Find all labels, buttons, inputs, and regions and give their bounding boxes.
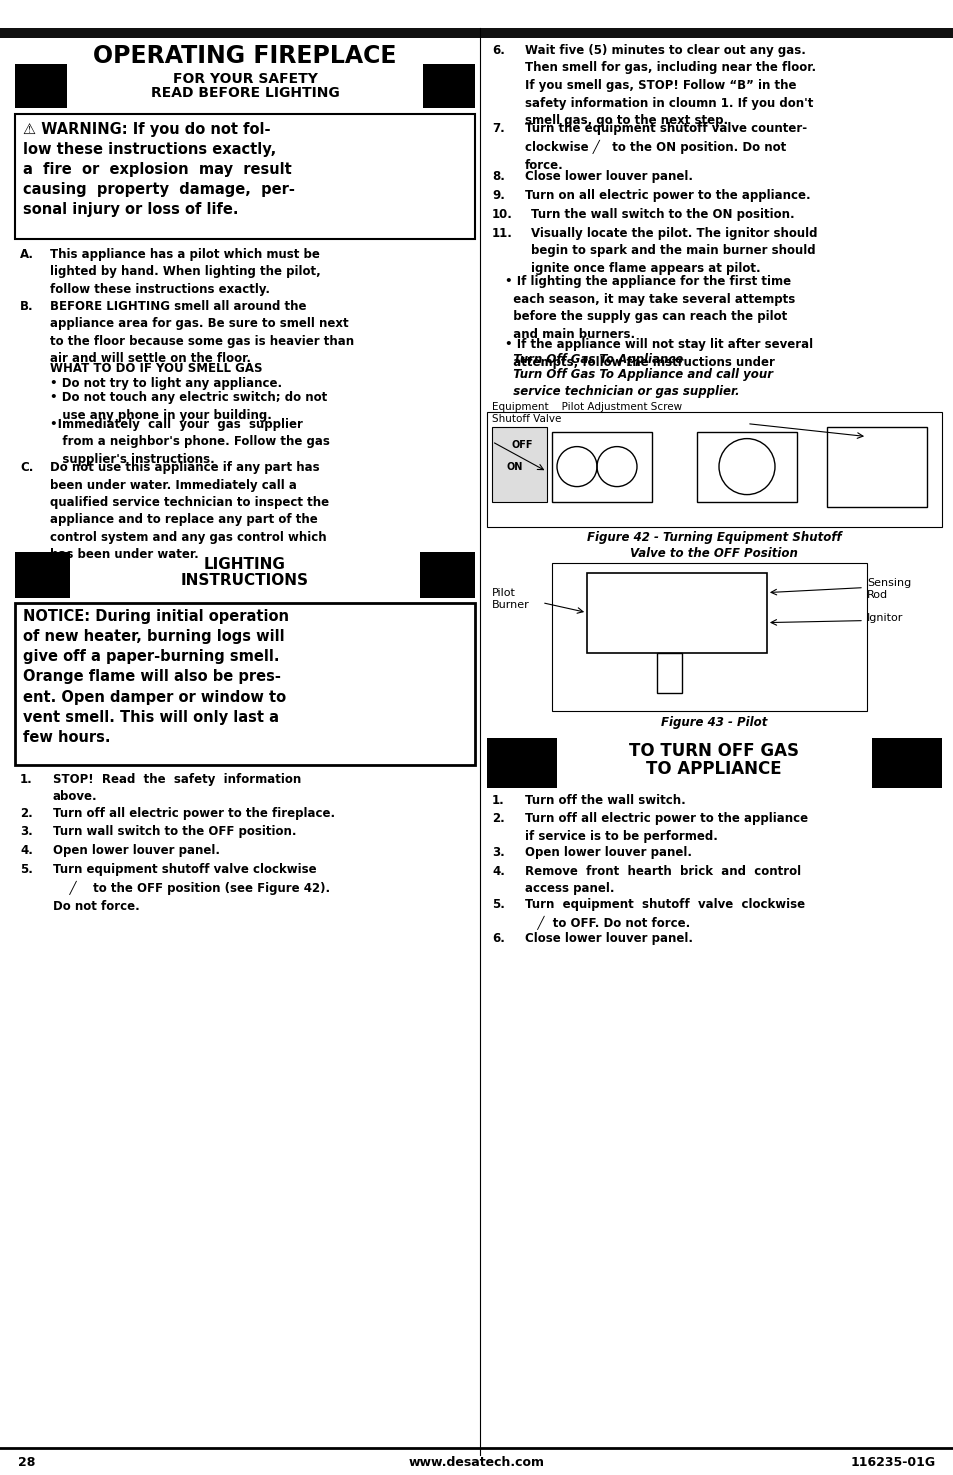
Text: Open lower louver panel.: Open lower louver panel. [53, 844, 220, 857]
Text: 8.: 8. [492, 171, 504, 183]
Text: This appliance has a pilot which must be
lighted by hand. When lighting the pilo: This appliance has a pilot which must be… [50, 248, 320, 296]
Text: Turn off all electric power to the fireplace.: Turn off all electric power to the firep… [53, 807, 335, 820]
Text: 6.: 6. [492, 44, 504, 58]
Text: Do not use this appliance if any part has
been under water. Immediately call a
q: Do not use this appliance if any part ha… [50, 462, 329, 562]
Text: www.desatech.com: www.desatech.com [409, 1456, 544, 1469]
Text: Close lower louver panel.: Close lower louver panel. [524, 171, 692, 183]
Text: Wait five (5) minutes to clear out any gas.
Then smell for gas, including near t: Wait five (5) minutes to clear out any g… [524, 44, 815, 127]
Text: TO TURN OFF GAS: TO TURN OFF GAS [628, 742, 799, 760]
Text: FOR YOUR SAFETY: FOR YOUR SAFETY [172, 72, 317, 86]
Bar [422, 63, 475, 108]
Text: Turn wall switch to the OFF position.: Turn wall switch to the OFF position. [53, 826, 296, 838]
Text: 10.: 10. [492, 208, 513, 221]
Text: OFF: OFF [511, 440, 532, 450]
Text: INSTRUCTIONS: INSTRUCTIONS [181, 572, 309, 589]
Text: Turn off the wall switch.: Turn off the wall switch. [524, 794, 685, 807]
Text: Turn off all electric power to the appliance
if service is to be performed.: Turn off all electric power to the appli… [524, 813, 807, 842]
Text: Turn the equipment shutoff valve counter-
clockwise ╱   to the ON position. Do n: Turn the equipment shutoff valve counter… [524, 122, 806, 171]
Text: • If lighting the appliance for the first time
  each season, it may take severa: • If lighting the appliance for the firs… [504, 276, 795, 341]
Bar [552, 562, 866, 711]
Text: Pilot
Burner: Pilot Burner [492, 587, 529, 611]
Text: • If the appliance will not stay lit after several
  attempts, follow the instru: • If the appliance will not stay lit aft… [504, 338, 812, 369]
Text: •Immediately  call  your  gas  supplier
   from a neighbor's phone. Follow the g: •Immediately call your gas supplier from… [50, 417, 330, 466]
Text: • Do not try to light any appliance.: • Do not try to light any appliance. [50, 378, 282, 389]
Text: 1.: 1. [492, 794, 504, 807]
Text: Turn Off Gas To Appliance and call your
  service technician or gas supplier.: Turn Off Gas To Appliance and call your … [504, 367, 772, 398]
Text: BEFORE LIGHTING smell all around the
appliance area for gas. Be sure to smell ne: BEFORE LIGHTING smell all around the app… [50, 299, 354, 366]
Text: 3.: 3. [20, 826, 32, 838]
Text: Open lower louver panel.: Open lower louver panel. [524, 847, 691, 858]
Bar [15, 603, 475, 766]
Text: STOP!  Read  the  safety  information
above.: STOP! Read the safety information above. [53, 773, 301, 804]
Bar [586, 572, 766, 652]
Text: 6.: 6. [492, 932, 504, 945]
Text: 9.: 9. [492, 189, 504, 202]
Bar [419, 552, 475, 597]
Text: Visually locate the pilot. The ignitor should
begin to spark and the main burner: Visually locate the pilot. The ignitor s… [531, 227, 817, 274]
Bar [0, 28, 953, 38]
Text: 4.: 4. [492, 864, 504, 878]
Text: READ BEFORE LIGHTING: READ BEFORE LIGHTING [151, 86, 339, 100]
Text: LIGHTING: LIGHTING [204, 558, 286, 572]
Text: WHAT TO DO IF YOU SMELL GAS: WHAT TO DO IF YOU SMELL GAS [50, 361, 262, 375]
Text: Shutoff Valve: Shutoff Valve [492, 413, 560, 423]
Text: Sensing
Rod: Sensing Rod [866, 578, 910, 600]
Text: Ignitor: Ignitor [866, 612, 902, 622]
Text: Figure 42 - Turning Equipment Shutoff
Valve to the OFF Position: Figure 42 - Turning Equipment Shutoff Va… [586, 531, 841, 559]
Text: Turn Off Gas To Appliance: Turn Off Gas To Appliance [504, 353, 682, 366]
Text: C.: C. [20, 462, 33, 473]
Text: TO APPLIANCE: TO APPLIANCE [645, 760, 781, 777]
Bar [486, 738, 557, 788]
Bar [492, 426, 546, 502]
Text: Close lower louver panel.: Close lower louver panel. [524, 932, 692, 945]
Text: 3.: 3. [492, 847, 504, 858]
Bar [697, 432, 796, 502]
Text: OPERATING FIREPLACE: OPERATING FIREPLACE [93, 44, 396, 68]
Text: Turn on all electric power to the appliance.: Turn on all electric power to the applia… [524, 189, 810, 202]
Text: 1.: 1. [20, 773, 32, 786]
Text: Turn  equipment  shutoff  valve  clockwise
   ╱  to OFF. Do not force.: Turn equipment shutoff valve clockwise ╱… [524, 898, 804, 931]
Text: NOTICE: During initial operation
of new heater, burning logs will
give off a pap: NOTICE: During initial operation of new … [23, 609, 289, 745]
Text: Figure 43 - Pilot: Figure 43 - Pilot [660, 715, 766, 729]
Text: 4.: 4. [20, 844, 32, 857]
Text: A.: A. [20, 248, 34, 261]
Text: 7.: 7. [492, 122, 504, 136]
Text: 5.: 5. [492, 898, 504, 912]
Bar [552, 432, 651, 502]
Text: Turn the wall switch to the ON position.: Turn the wall switch to the ON position. [531, 208, 794, 221]
Text: 2.: 2. [20, 807, 32, 820]
Text: Turn equipment shutoff valve clockwise
    ╱    to the OFF position (see Figure : Turn equipment shutoff valve clockwise ╱… [53, 863, 330, 913]
Bar [486, 412, 941, 527]
Text: Equipment    Pilot Adjustment Screw: Equipment Pilot Adjustment Screw [492, 401, 681, 412]
Text: 28: 28 [18, 1456, 35, 1469]
Bar [15, 63, 67, 108]
Bar [826, 426, 926, 506]
Text: ⚠ WARNING: If you do not fol-
low these instructions exactly,
a  fire  or  explo: ⚠ WARNING: If you do not fol- low these … [23, 122, 294, 217]
Text: • Do not touch any electric switch; do not
   use any phone in your building.: • Do not touch any electric switch; do n… [50, 391, 327, 422]
Bar [15, 552, 70, 597]
Text: 2.: 2. [492, 813, 504, 826]
Text: B.: B. [20, 299, 33, 313]
Text: Remove  front  hearth  brick  and  control
access panel.: Remove front hearth brick and control ac… [524, 864, 801, 895]
Text: 116235-01G: 116235-01G [850, 1456, 935, 1469]
Bar [15, 114, 475, 239]
Bar [871, 738, 941, 788]
Bar [657, 652, 681, 693]
Text: ON: ON [506, 462, 522, 472]
Text: 11.: 11. [492, 227, 513, 240]
Text: 5.: 5. [20, 863, 32, 876]
